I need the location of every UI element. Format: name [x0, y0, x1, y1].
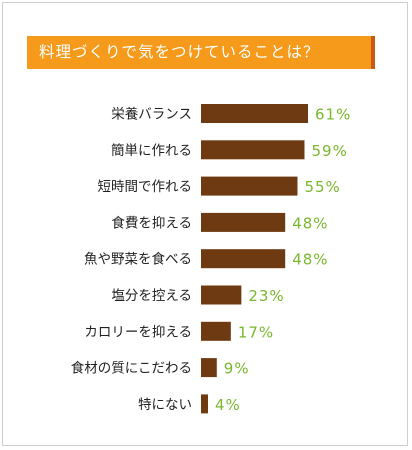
category-label: 塩分を控える: [111, 288, 192, 304]
bar: [201, 176, 298, 196]
value-label: 48%: [292, 251, 328, 269]
value-label: 23%: [248, 287, 284, 305]
bar: [201, 358, 217, 378]
value-label: 61%: [315, 106, 351, 124]
chart-title: 料理づくりで気をつけていることは？: [27, 36, 375, 69]
bar: [201, 140, 305, 160]
category-label: 魚や野菜を食べる: [84, 251, 192, 268]
category-label: 短時間で作れる: [98, 179, 193, 195]
category-label: カロリーを抑える: [84, 324, 192, 340]
value-label: 48%: [292, 214, 328, 232]
category-label: 食材の質にこだわる: [71, 360, 192, 377]
bar: [201, 394, 209, 414]
bar: [201, 249, 286, 269]
bar: [201, 212, 286, 232]
value-label: 59%: [311, 142, 347, 160]
bar: [201, 321, 231, 341]
value-label: 55%: [304, 178, 340, 196]
bar: [201, 104, 308, 123]
value-label: 4%: [215, 396, 241, 414]
category-label: 簡単に作れる: [111, 143, 192, 159]
category-label: 栄養バランス: [111, 106, 192, 123]
category-label: 食費を抑える: [111, 214, 192, 231]
category-label: 特にない: [138, 397, 192, 413]
value-label: 17%: [238, 323, 274, 341]
bar: [201, 285, 242, 305]
value-label: 9%: [224, 360, 250, 378]
